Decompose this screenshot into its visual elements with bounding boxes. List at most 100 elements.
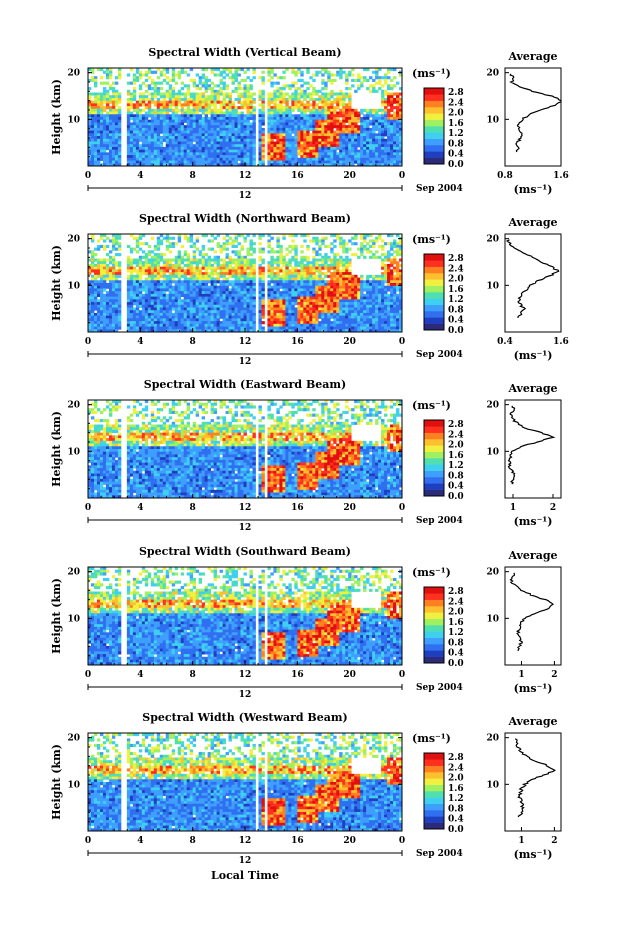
colorbar-swatch — [424, 120, 444, 127]
x-tick-label: 16 — [291, 171, 304, 181]
x-tick-label: 12 — [239, 670, 252, 680]
colorbar-tick-label: 0.8 — [448, 471, 464, 481]
colorbar-swatch — [424, 139, 444, 146]
colorbar-swatch — [424, 753, 444, 760]
colorbar-swatch — [424, 778, 444, 785]
colorbar-swatch — [424, 260, 444, 267]
colorbar-tick-label: 1.2 — [448, 794, 464, 804]
panel-2: Spectral Width (Northward Beam)Height (k… — [50, 212, 569, 367]
y-tick-label: 20 — [67, 69, 80, 79]
x-tick-label: 0 — [85, 670, 91, 680]
y-axis-label: Height (km) — [50, 411, 63, 487]
colorbar: 2.82.42.01.61.20.80.40.0 — [424, 254, 464, 336]
colorbar-tick-label: 2.8 — [448, 753, 464, 763]
y-tick-label: 10 — [67, 115, 80, 125]
colorbar-swatch — [424, 311, 444, 318]
avg-y-tick-label: 20 — [486, 235, 499, 245]
colorbar-tick-label: 0.0 — [448, 659, 464, 669]
y-tick-label: 20 — [67, 734, 80, 744]
heatmap — [88, 567, 402, 665]
y-axis-label: Height (km) — [50, 578, 63, 654]
x-tick-label: 0 — [399, 836, 405, 846]
colorbar-swatch — [424, 810, 444, 817]
average-title: Average — [507, 216, 557, 229]
colorbar: 2.82.42.01.61.20.80.40.0 — [424, 587, 464, 669]
colorbar-tick-label: 1.6 — [448, 618, 464, 628]
colorbar-swatch — [424, 439, 444, 446]
colorbar-swatch — [424, 464, 444, 471]
colorbar-swatch — [424, 458, 444, 465]
colorbar-swatch — [424, 631, 444, 638]
average-frame — [505, 733, 561, 831]
date-label: Sep 2004 — [416, 683, 463, 693]
average-frame — [505, 234, 561, 332]
avg-y-tick-label: 10 — [486, 780, 499, 790]
avg-y-tick-label: 20 — [486, 734, 499, 744]
panel-3: Spectral Width (Eastward Beam)Height (km… — [50, 378, 561, 533]
avg-y-tick-label: 20 — [486, 568, 499, 578]
y-tick-label: 10 — [67, 447, 80, 457]
x-tick-label: 16 — [291, 670, 304, 680]
colorbar-tick-label: 0.0 — [448, 492, 464, 502]
colorbar-tick-label: 2.8 — [448, 587, 464, 597]
colorbar-tick-label: 0.0 — [448, 825, 464, 835]
colorbar-tick-label: 1.6 — [448, 784, 464, 794]
colorbar-tick-label: 2.4 — [448, 763, 464, 773]
x-tick-label: 12 — [239, 337, 252, 347]
colorbar-swatch — [424, 625, 444, 632]
colorbar-swatch — [424, 107, 444, 114]
date-label: Sep 2004 — [416, 350, 463, 360]
colorbar-tick-label: 2.0 — [448, 441, 464, 451]
colorbar-tick-label: 0.0 — [448, 160, 464, 170]
date-label: Sep 2004 — [416, 849, 463, 859]
date-day-label: 12 — [239, 690, 252, 700]
x-tick-label: 0 — [85, 337, 91, 347]
y-tick-label: 10 — [67, 614, 80, 624]
colorbar-tick-label: 2.4 — [448, 264, 464, 274]
date-day-label: 12 — [239, 357, 252, 367]
avg-x-tick-label: 1 — [510, 503, 516, 513]
colorbar-tick-label: 1.6 — [448, 119, 464, 129]
heatmap — [88, 68, 402, 166]
colorbar-swatch — [424, 638, 444, 645]
colorbar-swatch — [424, 305, 444, 312]
avg-profile-line — [510, 74, 561, 152]
colorbar-swatch — [424, 94, 444, 101]
colorbar-tick-label: 2.0 — [448, 774, 464, 784]
panel-1: Spectral Width (Vertical Beam)Height (km… — [50, 46, 569, 201]
average-frame — [505, 567, 561, 665]
colorbar-swatch — [424, 298, 444, 305]
colorbar-tick-label: 0.4 — [448, 815, 464, 825]
x-tick-label: 0 — [399, 503, 405, 513]
y-axis-label: Height (km) — [50, 245, 63, 321]
colorbar-swatch — [424, 145, 444, 152]
colorbar-swatch — [424, 158, 444, 165]
average-title: Average — [507, 382, 557, 395]
panel-title: Spectral Width (Vertical Beam) — [148, 46, 341, 59]
avg-x-unit: (ms⁻¹) — [514, 682, 553, 695]
x-tick-label: 4 — [137, 836, 143, 846]
colorbar-swatch — [424, 606, 444, 613]
x-tick-label: 20 — [343, 171, 356, 181]
colorbar-swatch — [424, 324, 444, 331]
avg-profile-line — [507, 240, 558, 318]
colorbar-tick-label: 1.6 — [448, 285, 464, 295]
colorbar-swatch — [424, 816, 444, 823]
average-title: Average — [507, 50, 557, 63]
colorbar-tick-label: 0.8 — [448, 305, 464, 315]
colorbar-swatch — [424, 477, 444, 484]
colorbar-tick-label: 2.8 — [448, 254, 464, 264]
colorbar-tick-label: 0.0 — [448, 326, 464, 336]
colorbar-swatch — [424, 650, 444, 657]
colorbar-swatch — [424, 785, 444, 792]
colorbar-swatch — [424, 471, 444, 478]
x-tick-label: 4 — [137, 337, 143, 347]
colorbar-swatch — [424, 797, 444, 804]
avg-x-tick-label: 0.4 — [497, 337, 513, 347]
x-tick-label: 4 — [137, 670, 143, 680]
colorbar-tick-label: 1.2 — [448, 295, 464, 305]
avg-x-tick-label: 2 — [551, 836, 557, 846]
